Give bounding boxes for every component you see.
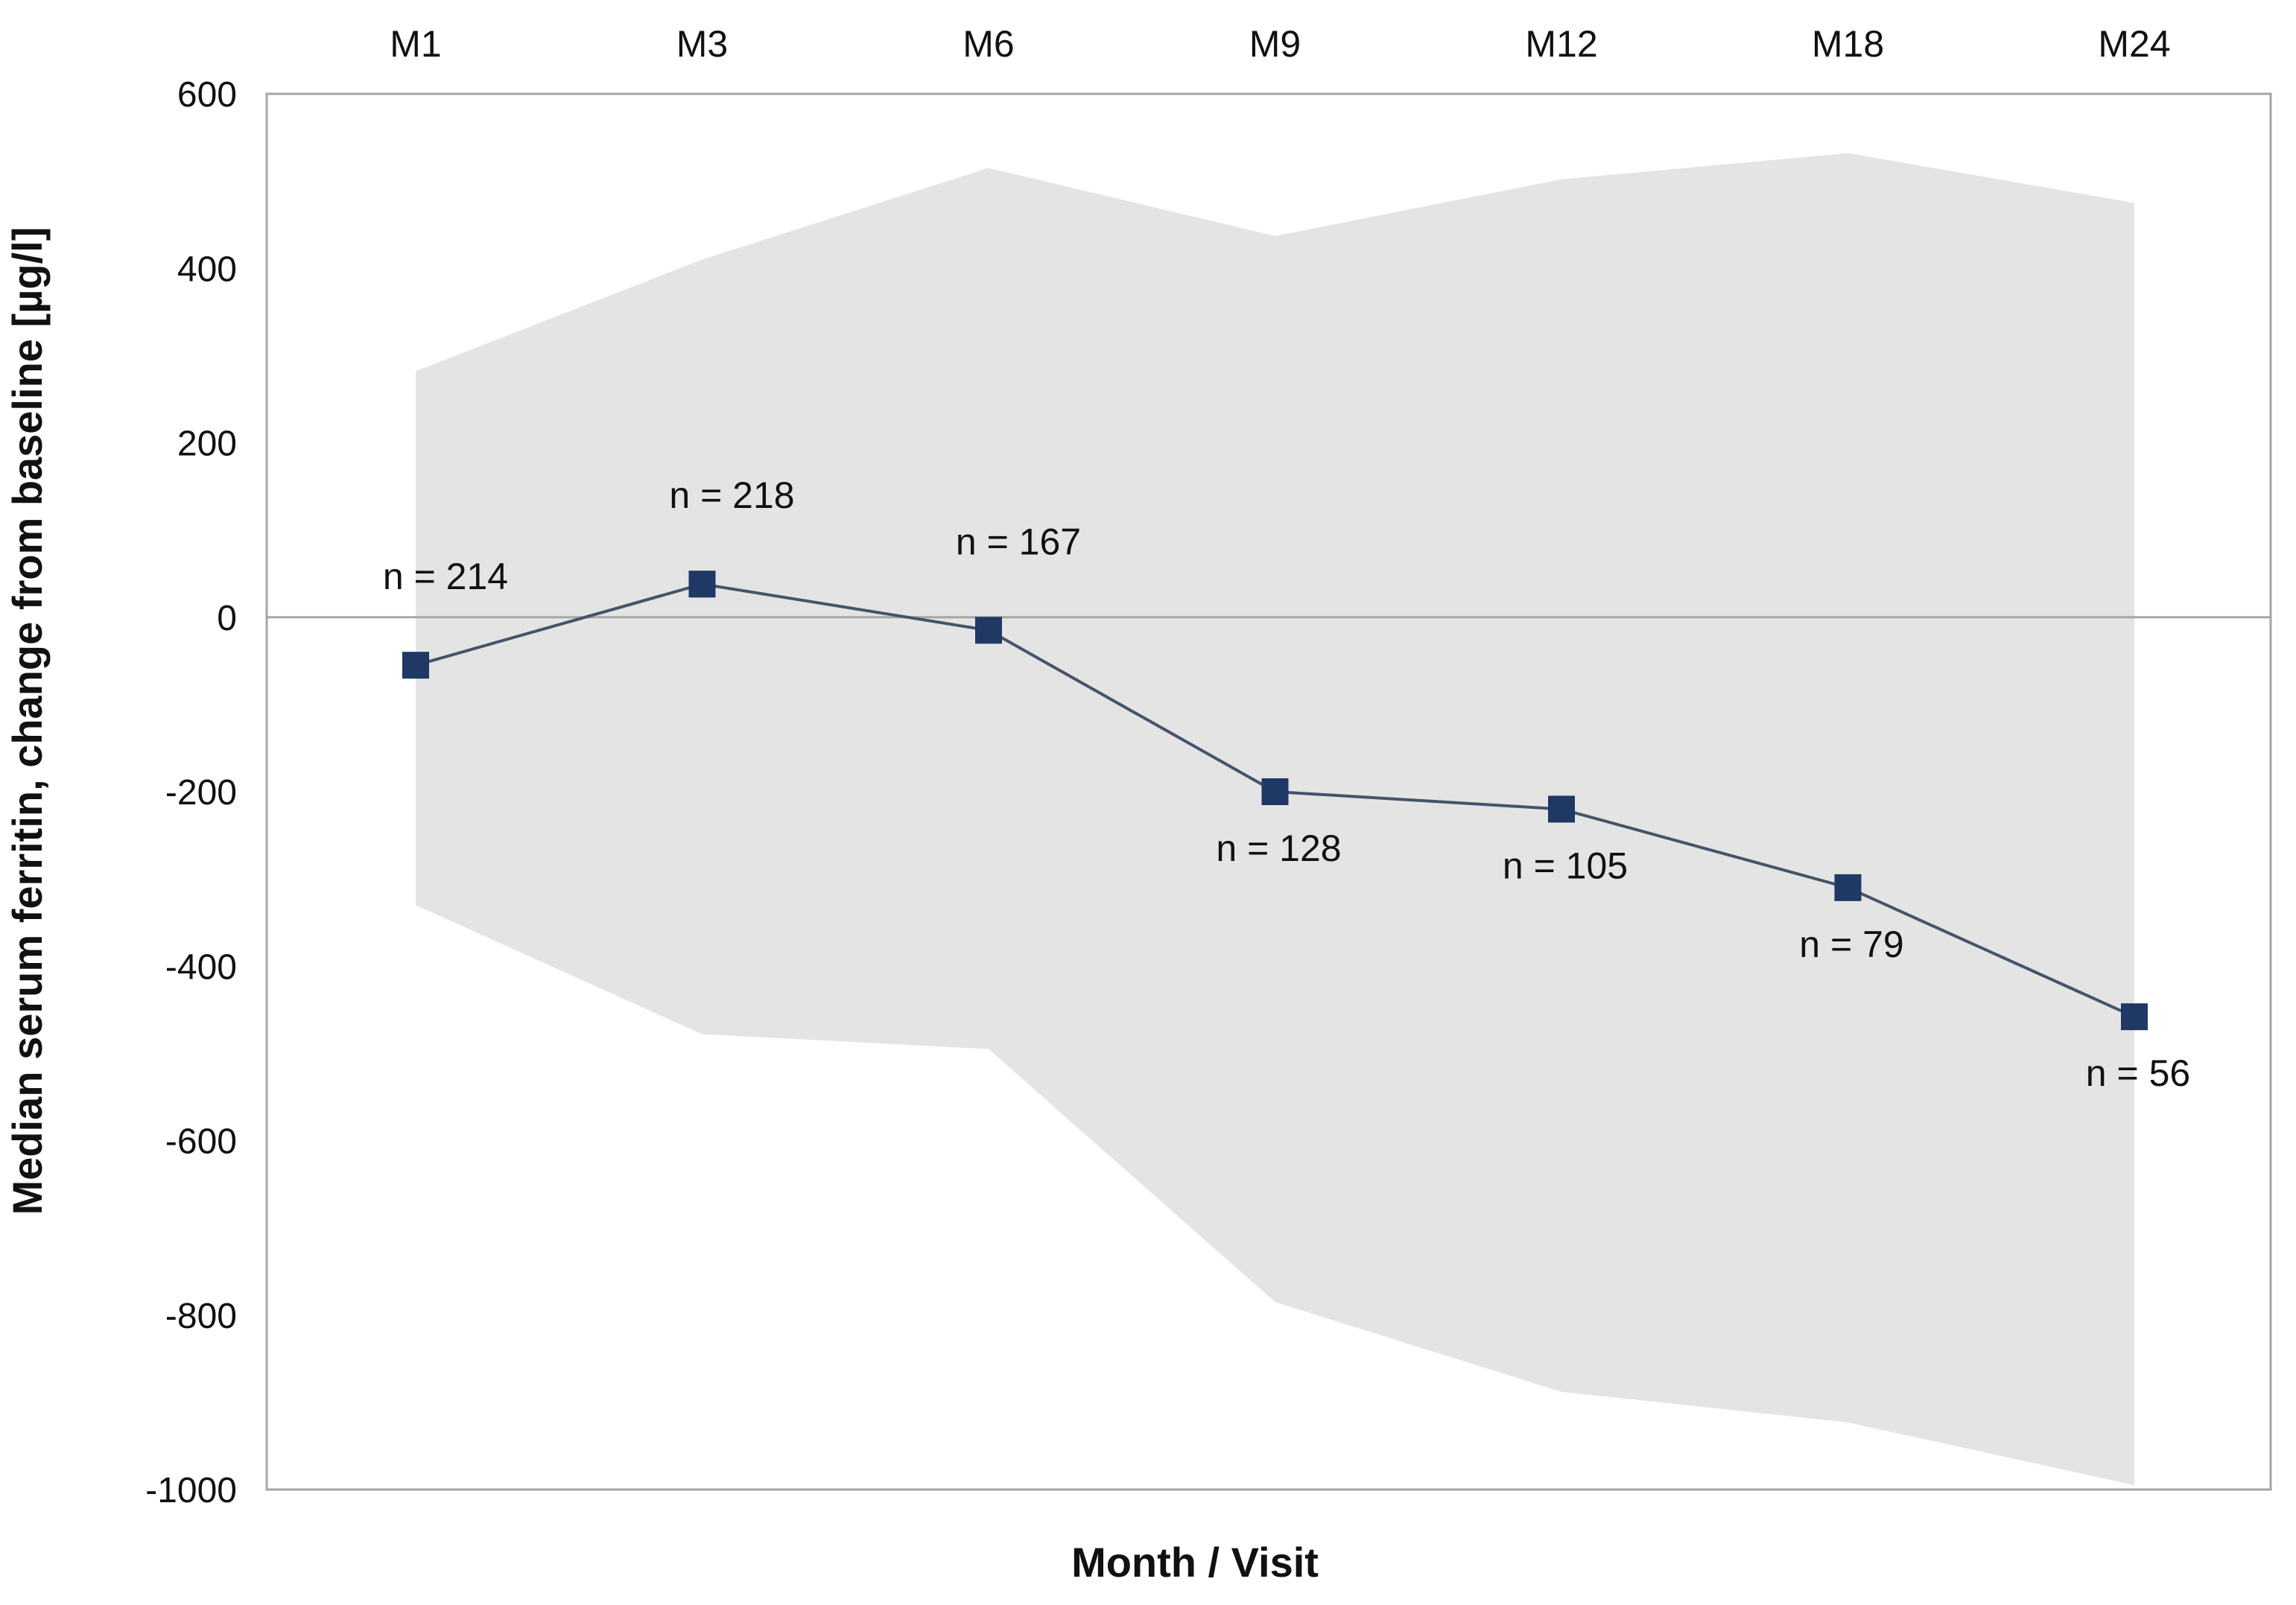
y-axis-title: Median serum ferritin, change from basel… [4,227,51,1215]
x-category-label: M24 [2098,23,2170,65]
series-marker-layer [402,571,2148,1031]
y-tick-label: 0 [217,599,237,638]
range-band [416,153,2134,1486]
y-tick-label: 200 [177,425,237,464]
x-category-label: M18 [1812,23,1884,65]
y-tick-label: 400 [177,250,237,289]
sample-size-label: n = 218 [669,474,794,516]
x-category-labels: M1 M3 M6 M9 M12 M18 M24 [390,23,2170,65]
y-tick-label: -400 [165,947,237,987]
x-category-label: M9 [1249,23,1301,65]
sample-size-label: n = 214 [383,556,508,597]
plot-frame-layer [265,92,2272,1491]
data-point-marker [2121,1003,2148,1031]
x-category-label: M1 [390,23,441,65]
range-band-layer [416,153,2134,1486]
x-category-label: M6 [963,23,1014,65]
data-point-marker [1548,795,1575,823]
data-point-marker [975,617,1002,644]
data-point-marker [1834,874,1862,901]
y-tick-label: -600 [165,1122,237,1162]
y-tick-label: -1000 [145,1471,237,1510]
sample-size-label: n = 128 [1216,827,1341,869]
y-tick-label: -800 [165,1297,237,1336]
plot-frame [265,92,2272,1491]
data-point-marker [688,571,716,598]
sample-size-label: n = 79 [1799,924,1903,965]
data-point-marker [1261,778,1289,805]
y-tick-label: 600 [177,75,237,115]
x-category-label: M12 [1525,23,1597,65]
y-tick-label: -200 [165,773,237,813]
sample-size-label: n = 167 [956,521,1081,562]
sample-size-label: n = 105 [1503,845,1628,886]
x-category-label: M3 [676,23,728,65]
x-axis-title: Month / Visit [1071,1539,1319,1586]
sample-size-label: n = 56 [2086,1052,2190,1094]
data-point-marker [402,652,429,679]
y-tick-labels: 600 400 200 0 -200 -400 -600 -800 -1000 [145,75,237,1510]
n-labels: n = 214 n = 218 n = 167 n = 128 n = 105 n = 7… [383,474,2190,1094]
